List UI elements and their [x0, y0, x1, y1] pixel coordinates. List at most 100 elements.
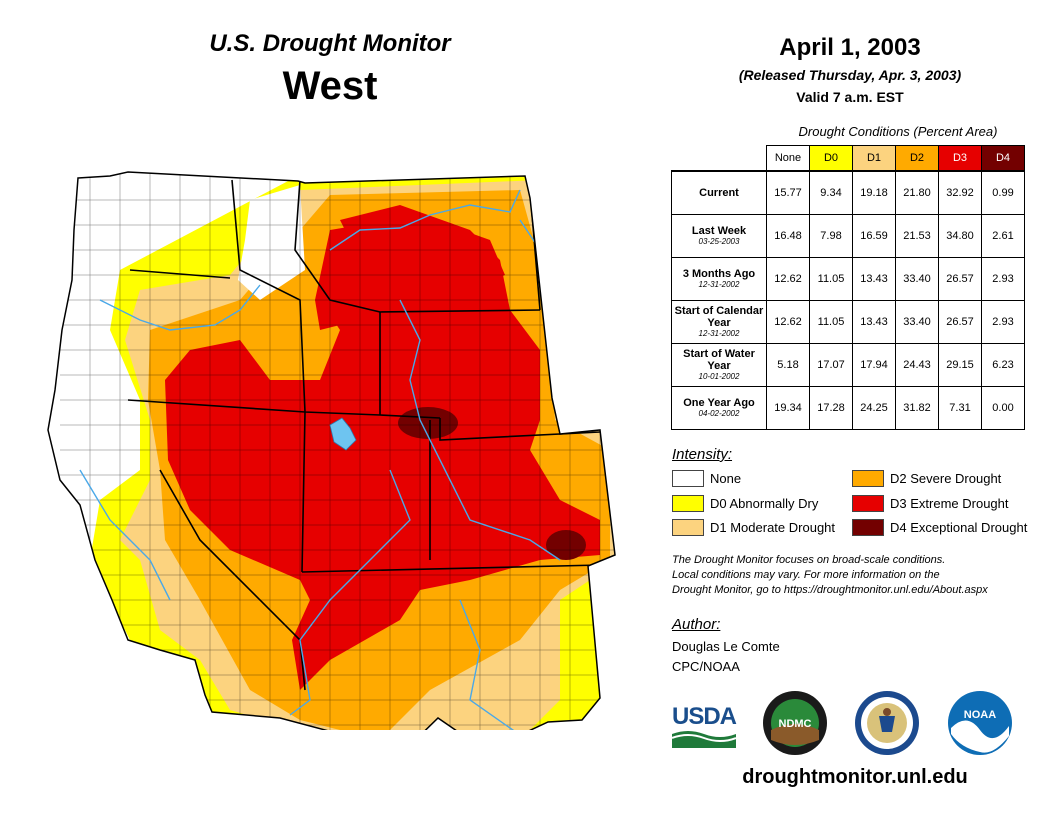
- footer-url[interactable]: droughtmonitor.unl.edu: [742, 766, 968, 788]
- table-cell: 6.23: [981, 343, 1025, 387]
- release-date: (Released Thursday, Apr. 3, 2003): [738, 67, 962, 83]
- ndmc-logo: NDMC: [763, 691, 827, 755]
- table-cell: 33.40: [895, 300, 939, 344]
- table-cell: 2.93: [981, 257, 1025, 301]
- table-cell: 17.94: [852, 343, 896, 387]
- map-date: April 1, 2003: [779, 34, 921, 61]
- col-header-d3: D3: [938, 145, 982, 172]
- table-cell: 16.48: [766, 214, 810, 258]
- table-cell: 12.62: [766, 257, 810, 301]
- table-cell: 0.99: [981, 170, 1025, 215]
- legend-label: D4 Exceptional Drought: [890, 520, 1028, 535]
- noaa-logo: NOAA: [948, 691, 1012, 755]
- table-row: Last Week 03-25-2003 16.48 7.98 16.59 21.53 34…: [671, 214, 1025, 258]
- table-cell: 19.34: [766, 386, 810, 430]
- table-cell: 31.82: [895, 386, 939, 430]
- table-row: 3 Months Ago 12-31-2002 12.62 11.05 13.43 33.…: [671, 257, 1025, 301]
- table-cell: 7.98: [809, 214, 853, 258]
- table-cell: 33.40: [895, 257, 939, 301]
- table-corner: [672, 146, 767, 172]
- table-cell: 11.05: [809, 257, 853, 301]
- table-cell: 11.05: [809, 300, 853, 344]
- row-label-text: Start of Water Year: [683, 348, 755, 372]
- usda-logo: USDA: [672, 703, 737, 731]
- table-header-row: None D0 D1 D2 D3 D4: [672, 145, 1025, 172]
- legend-label: D0 Abnormally Dry: [710, 496, 819, 511]
- table-cell: 15.77: [766, 170, 810, 215]
- table-row: Start of Calendar Year 12-31-2002 12.62 11.…: [671, 300, 1025, 344]
- disclaimer-note: The Drought Monitor focuses on broad-sca…: [672, 553, 1042, 598]
- table-cell: 13.43: [852, 300, 896, 344]
- table-cell: 2.93: [981, 300, 1025, 344]
- author-block: Douglas Le Comte CPC/NOAA: [672, 637, 780, 677]
- noaa-logo-text: NOAA: [964, 709, 996, 721]
- drought-conditions-table: None D0 D1 D2 D3 D4 Current 15.77 9.34 19.1…: [671, 145, 1025, 430]
- table-cell: 26.57: [938, 300, 982, 344]
- region-title: West: [282, 64, 378, 108]
- conditions-table-title: Drought Conditions (Percent Area): [798, 124, 998, 139]
- author-name: Douglas Le Comte: [672, 639, 780, 654]
- table-cell: 34.80: [938, 214, 982, 258]
- drought-map: [47, 171, 616, 730]
- table-cell: 21.53: [895, 214, 939, 258]
- row-label: Current: [671, 170, 767, 215]
- ndmc-logo-text: NDMC: [779, 718, 812, 730]
- row-label: Start of Water Year 10-01-2002: [671, 343, 767, 387]
- col-header-d4: D4: [981, 145, 1025, 172]
- legend-item-d3: D3 Extreme Drought: [852, 495, 1009, 512]
- table-cell: 17.07: [809, 343, 853, 387]
- col-header-d2: D2: [895, 145, 939, 172]
- col-header-none: None: [766, 145, 810, 172]
- table-row: One Year Ago 04-02-2002 19.34 17.28 24.25 31.…: [671, 386, 1025, 430]
- legend-item-d0: D0 Abnormally Dry: [672, 495, 818, 512]
- table-cell: 24.43: [895, 343, 939, 387]
- legend-item-d4: D4 Exceptional Drought: [852, 519, 1027, 536]
- row-label-date: 12-31-2002: [698, 329, 740, 338]
- legend-swatch: [852, 495, 884, 512]
- table-cell: 2.61: [981, 214, 1025, 258]
- legend-swatch: [852, 470, 884, 487]
- legend-swatch: [672, 519, 704, 536]
- legend-label: D3 Extreme Drought: [890, 496, 1009, 511]
- row-label: One Year Ago 04-02-2002: [671, 386, 767, 430]
- table-cell: 9.34: [809, 170, 853, 215]
- note-line[interactable]: Drought Monitor, go to https://droughtmo…: [672, 584, 988, 596]
- table-cell: 24.25: [852, 386, 896, 430]
- table-cell: 19.18: [852, 170, 896, 215]
- row-label-text: Last Week: [691, 225, 747, 237]
- row-label-text: 3 Months Ago: [682, 268, 756, 280]
- table-cell: 29.15: [938, 343, 982, 387]
- row-label-date: 12-31-2002: [698, 280, 740, 289]
- row-label-date: 03-25-2003: [698, 237, 740, 246]
- col-header-d1: D1: [852, 145, 896, 172]
- table-cell: 16.59: [852, 214, 896, 258]
- legend-title: Intensity:: [672, 446, 733, 463]
- table-cell: 17.28: [809, 386, 853, 430]
- legend-swatch: [672, 470, 704, 487]
- legend-label: D1 Moderate Drought: [710, 520, 836, 535]
- legend-swatch: [852, 519, 884, 536]
- legend-item-d2: D2 Severe Drought: [852, 470, 1001, 487]
- valid-time: Valid 7 a.m. EST: [796, 89, 904, 105]
- table-cell: 7.31: [938, 386, 982, 430]
- table-cell: 12.62: [766, 300, 810, 344]
- row-label-text: Current: [699, 187, 739, 199]
- legend-swatch: [672, 495, 704, 512]
- row-label-date: 10-01-2002: [698, 372, 740, 381]
- legend-item-d1: D1 Moderate Drought: [672, 519, 835, 536]
- col-header-d0: D0: [809, 145, 853, 172]
- row-label-text: One Year Ago: [683, 397, 755, 409]
- row-label: Start of Calendar Year 12-31-2002: [671, 300, 767, 344]
- row-label: 3 Months Ago 12-31-2002: [671, 257, 767, 301]
- row-label-date: 04-02-2002: [698, 409, 740, 418]
- table-row: Current 15.77 9.34 19.18 21.80 32.92 0.99: [671, 170, 1025, 215]
- legend-label: D2 Severe Drought: [890, 471, 1002, 486]
- legend-item-none: None: [672, 470, 741, 487]
- table-cell: 5.18: [766, 343, 810, 387]
- table-cell: 26.57: [938, 257, 982, 301]
- note-line: The Drought Monitor focuses on broad-sca…: [672, 554, 946, 566]
- note-line: Local conditions may vary. For more info…: [672, 569, 940, 581]
- row-label-text: Start of Calendar Year: [674, 305, 764, 329]
- table-row: Start of Water Year 10-01-2002 5.18 17.07 17…: [671, 343, 1025, 387]
- author-org: CPC/NOAA: [672, 659, 740, 674]
